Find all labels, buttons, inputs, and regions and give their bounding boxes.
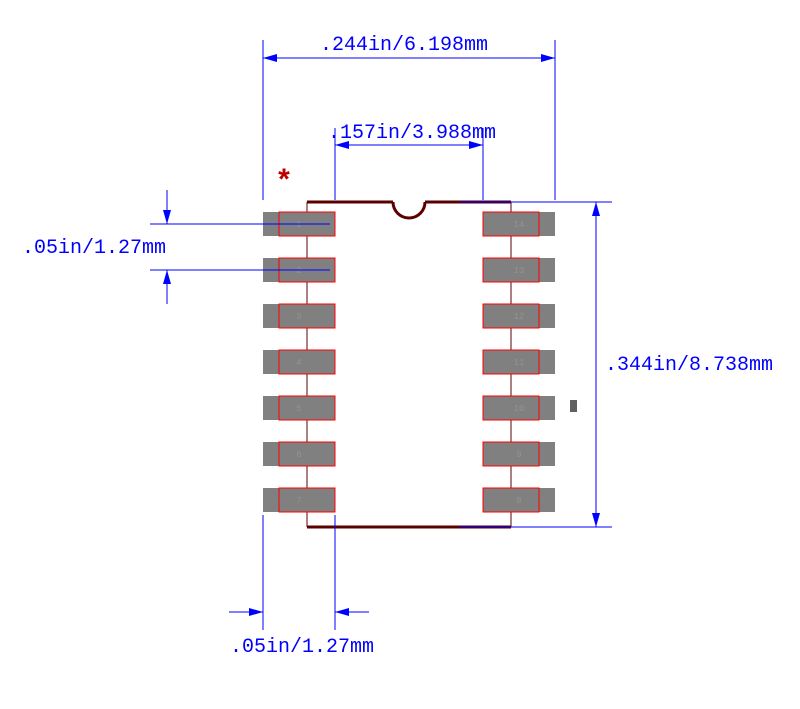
pin-label: 4: [296, 358, 301, 368]
dim-label-top-outer: .244in/6.198mm: [320, 34, 488, 57]
pin-label: 3: [296, 312, 301, 322]
dim-label-right: .344in/8.738mm: [605, 354, 773, 377]
pin-label: 2: [296, 266, 301, 276]
package-body: [307, 202, 511, 527]
pin-label: 13: [514, 266, 525, 276]
dim-label-top-inner: .157in/3.988mm: [328, 122, 496, 145]
pin-label: 1: [296, 220, 301, 230]
pin-label: 5: [296, 404, 301, 414]
pin-label: 8: [516, 496, 521, 506]
pin-label: 10: [514, 404, 525, 414]
notch-arc: [393, 202, 425, 218]
dim-label-bottom: .05in/1.27mm: [230, 636, 374, 659]
pin-label: 6: [296, 450, 301, 460]
pin-label: 11: [514, 358, 525, 368]
dim-label-left: .05in/1.27mm: [22, 237, 166, 260]
pin-label: 9: [516, 450, 521, 460]
pin-label: 7: [296, 496, 301, 506]
pin-label: 12: [514, 312, 525, 322]
pin1-star: *: [275, 166, 293, 200]
orientation-marker: [570, 400, 577, 412]
pin-label: 14: [514, 220, 525, 230]
